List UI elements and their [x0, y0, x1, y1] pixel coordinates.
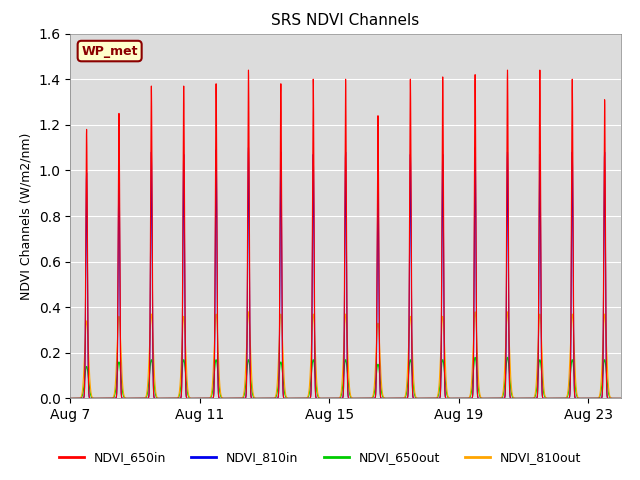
NDVI_650in	[617, 396, 625, 401]
NDVI_810out	[67, 396, 74, 401]
NDVI_810in	[617, 396, 625, 401]
NDVI_650in	[382, 396, 390, 401]
NDVI_650in	[129, 396, 137, 401]
NDVI_650out	[617, 396, 625, 401]
Title: SRS NDVI Channels: SRS NDVI Channels	[271, 13, 420, 28]
NDVI_810in	[501, 395, 509, 400]
NDVI_650in	[442, 396, 450, 401]
NDVI_650out	[67, 396, 74, 401]
NDVI_810in	[67, 396, 74, 401]
Y-axis label: NDVI Channels (W/m2/nm): NDVI Channels (W/m2/nm)	[20, 132, 33, 300]
NDVI_810in	[421, 396, 429, 401]
NDVI_650in	[67, 396, 74, 401]
NDVI_810in	[382, 396, 390, 401]
NDVI_810in	[244, 144, 252, 150]
NDVI_650out	[501, 379, 509, 385]
NDVI_650in	[421, 396, 429, 401]
NDVI_810out	[382, 396, 390, 401]
NDVI_810out	[244, 309, 252, 315]
NDVI_810out	[203, 396, 211, 401]
NDVI_650out	[442, 385, 450, 391]
NDVI_810out	[421, 396, 429, 401]
Line: NDVI_810in: NDVI_810in	[70, 147, 621, 398]
Line: NDVI_650in: NDVI_650in	[70, 70, 621, 398]
NDVI_650out	[129, 396, 137, 401]
NDVI_650out	[421, 396, 429, 401]
Line: NDVI_810out: NDVI_810out	[70, 312, 621, 398]
NDVI_810out	[442, 374, 450, 380]
NDVI_810out	[501, 361, 509, 367]
Text: WP_met: WP_met	[81, 45, 138, 58]
NDVI_810in	[129, 396, 137, 401]
NDVI_810out	[617, 396, 625, 401]
NDVI_650in	[203, 396, 211, 401]
NDVI_810in	[442, 396, 450, 401]
Line: NDVI_650out: NDVI_650out	[70, 357, 621, 398]
NDVI_650in	[501, 394, 509, 400]
NDVI_650out	[203, 396, 211, 401]
Legend: NDVI_650in, NDVI_810in, NDVI_650out, NDVI_810out: NDVI_650in, NDVI_810in, NDVI_650out, NDV…	[54, 446, 586, 469]
NDVI_650out	[382, 396, 390, 401]
NDVI_810out	[129, 396, 137, 401]
NDVI_650in	[244, 67, 252, 73]
NDVI_650out	[471, 354, 479, 360]
NDVI_810in	[203, 396, 211, 401]
